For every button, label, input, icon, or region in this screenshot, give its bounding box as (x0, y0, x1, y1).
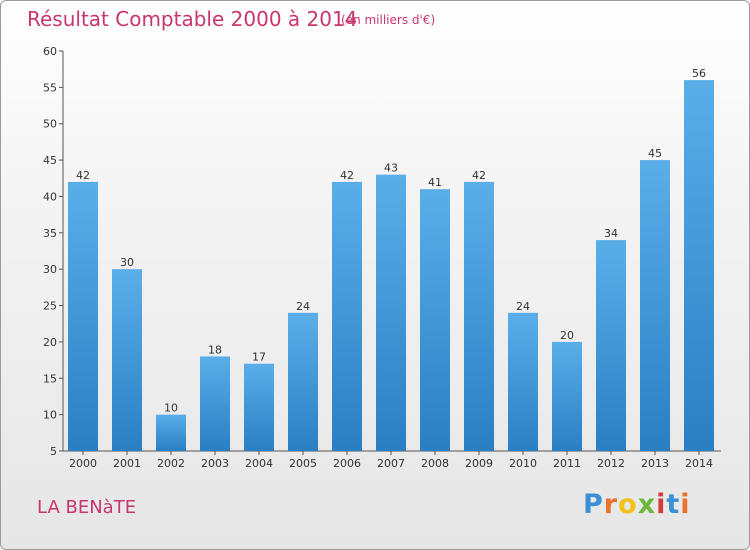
x-tick-label: 2012 (597, 457, 625, 470)
y-tick-label: 45 (43, 154, 57, 167)
data-label: 24 (296, 300, 310, 313)
y-tick-label: 55 (43, 81, 57, 94)
bar-2006[interactable] (332, 181, 362, 451)
bar-2011[interactable] (552, 341, 582, 451)
y-tick-label: 5 (50, 445, 57, 458)
data-label: 10 (164, 402, 178, 415)
place-name: LA BENàTE (37, 497, 137, 518)
bar-2013[interactable] (640, 160, 670, 451)
x-tick-label: 2007 (377, 457, 405, 470)
logo-letter: x (637, 489, 657, 520)
data-label: 56 (692, 67, 706, 80)
y-tick-label: 60 (43, 45, 57, 58)
data-label: 45 (648, 147, 662, 160)
bar-2010[interactable] (508, 312, 538, 451)
logo-letter: i (680, 489, 691, 520)
bar-2009[interactable] (464, 181, 494, 451)
x-tick-label: 2010 (509, 457, 537, 470)
y-tick-label: 25 (43, 300, 57, 313)
logo-letter: t (666, 489, 681, 520)
chart-subtitle: (en milliers d'€) (341, 13, 436, 27)
y-tick-label: 40 (43, 190, 57, 203)
y-tick-label: 15 (43, 372, 57, 385)
data-label: 24 (516, 300, 530, 313)
bar-2005[interactable] (288, 312, 318, 451)
x-tick-label: 2011 (553, 457, 581, 470)
y-tick-label: 50 (43, 118, 57, 131)
x-tick-label: 2008 (421, 457, 449, 470)
data-label: 34 (604, 227, 618, 240)
data-label: 43 (384, 162, 398, 175)
bar-2001[interactable] (112, 269, 142, 451)
bar-2008[interactable] (420, 189, 450, 451)
bar-2004[interactable] (244, 363, 274, 451)
logo-letter: o (618, 489, 638, 520)
logo-letter: r (603, 489, 619, 520)
logo-letter: i (656, 489, 667, 520)
x-tick-label: 2004 (245, 457, 273, 470)
y-tick-label: 20 (43, 336, 57, 349)
x-tick-label: 2009 (465, 457, 493, 470)
data-label: 30 (120, 256, 134, 269)
bar-2000[interactable] (68, 181, 98, 451)
x-tick-label: 2000 (69, 457, 97, 470)
x-tick-label: 2003 (201, 457, 229, 470)
x-tick-label: 2014 (685, 457, 713, 470)
x-tick-label: 2002 (157, 457, 185, 470)
proxiti-logo[interactable]: Proxiti (583, 489, 691, 520)
y-tick-label: 30 (43, 263, 57, 276)
bar-2012[interactable] (596, 240, 626, 451)
x-tick-label: 2001 (113, 457, 141, 470)
y-tick-label: 35 (43, 227, 57, 240)
data-label: 18 (208, 343, 222, 356)
data-label: 42 (472, 169, 486, 182)
x-axis: 2000 2001 2002 2003 2004 2005 2006 2007 2008 2009… (63, 450, 721, 470)
logo-letter: P (583, 489, 604, 520)
bar-2007[interactable] (376, 174, 406, 452)
chart-title: Résultat Comptable 2000 à 2014 (27, 7, 358, 31)
bars (68, 80, 714, 452)
data-label: 20 (560, 329, 574, 342)
data-label: 41 (428, 176, 442, 189)
data-labels: 42 30 10 18 17 24 42 43 41 42 24 20 34 45 56 (76, 67, 706, 415)
bar-2002[interactable] (156, 414, 186, 451)
bar-2003[interactable] (200, 356, 230, 451)
data-label: 17 (252, 351, 266, 364)
data-label: 42 (340, 169, 354, 182)
y-tick-label: 10 (43, 409, 57, 422)
x-tick-label: 2005 (289, 457, 317, 470)
data-label: 42 (76, 169, 90, 182)
bar-2014[interactable] (684, 80, 714, 451)
x-tick-label: 2013 (641, 457, 669, 470)
y-axis: 5 10 15 20 25 30 35 40 45 50 55 60 (43, 45, 64, 458)
x-tick-label: 2006 (333, 457, 361, 470)
